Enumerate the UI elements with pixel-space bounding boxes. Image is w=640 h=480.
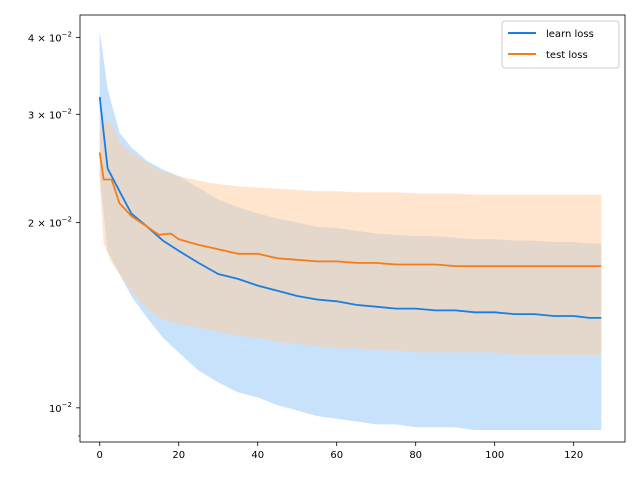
x-axis: 0 20 40 60 80 100 120 (97, 442, 583, 461)
series-lines (98, 96, 602, 319)
plot-frame (79, 14, 626, 443)
y-axis: 10−2 2 × 10−2 3 × 10−2 4 × 10−2 (28, 30, 80, 437)
x-tick-label: 40 (251, 450, 264, 461)
legend-label: test loss (546, 50, 588, 61)
test-loss-line (98, 152, 602, 268)
y-tick-label: 2 × 10−2 (28, 216, 72, 230)
legend: learn loss test loss (501, 20, 620, 69)
x-tick-label: 80 (409, 450, 422, 461)
x-tick-label: 120 (564, 450, 583, 461)
y-tick-label: 10−2 (49, 401, 72, 415)
y-tick-label: 4 × 10−2 (28, 30, 72, 44)
confidence-bands (99, 30, 602, 431)
x-tick-label: 20 (172, 450, 185, 461)
learn-loss-line (98, 96, 602, 319)
y-tick-label: 3 × 10−2 (28, 107, 72, 121)
x-tick-label: 100 (485, 450, 504, 461)
legend-label: learn loss (546, 29, 594, 40)
test-loss-band (99, 118, 602, 355)
x-tick-label: 0 (97, 450, 103, 461)
x-tick-label: 60 (330, 450, 343, 461)
